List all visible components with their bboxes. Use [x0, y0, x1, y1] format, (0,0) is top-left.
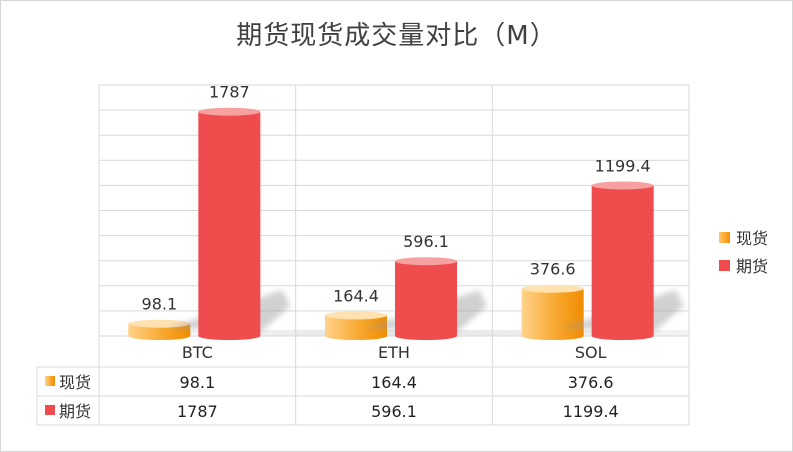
bar-base-cap [198, 332, 261, 340]
chart-title: 期货现货成交量对比（M） [236, 21, 557, 51]
legend-item-spot: 现货 [719, 223, 768, 251]
legend-swatch-futures [719, 259, 730, 271]
x-tick-label: SOL [575, 343, 607, 362]
data-label: 1787 [209, 83, 250, 102]
legend: 现货 期货 [719, 223, 768, 279]
bar-top-cap [591, 181, 654, 190]
legend-label-spot: 现货 [736, 229, 769, 248]
bar-top-cap [128, 319, 191, 328]
data-label: 98.1 [142, 295, 178, 314]
table-row-header: 现货 [59, 373, 91, 392]
table-cell: 596.1 [371, 402, 417, 421]
x-tick-label: ETH [378, 343, 410, 362]
data-label: 376.6 [530, 260, 576, 279]
bar-top-cap [325, 311, 387, 320]
data-label: 1199.4 [595, 156, 651, 175]
bar-base-cap [591, 332, 654, 340]
table-cell: 164.4 [371, 373, 417, 392]
bar-futures [198, 111, 261, 336]
table-cell: 98.1 [180, 373, 216, 392]
bar-spot [325, 315, 387, 336]
table-cell: 1787 [177, 402, 218, 421]
x-tick-label: BTC [182, 343, 213, 362]
bar-base-cap [521, 332, 584, 340]
bar-top-cap [198, 107, 261, 116]
bar-top-cap [521, 284, 584, 293]
table-cell: 376.6 [568, 373, 614, 392]
bar-base-cap [325, 332, 387, 340]
bar-futures [591, 185, 654, 336]
bar-top-cap [395, 257, 457, 266]
bar-base-cap [395, 332, 457, 340]
data-label: 596.1 [403, 232, 449, 251]
bar-futures [395, 261, 457, 336]
data-label: 164.4 [333, 286, 379, 305]
bar-spot [521, 288, 584, 336]
table-swatch-futures [45, 405, 55, 415]
legend-item-futures: 期货 [719, 251, 768, 279]
legend-label-futures: 期货 [736, 257, 769, 276]
bar-base-cap [128, 332, 191, 340]
legend-swatch-spot [719, 231, 730, 243]
table-swatch-spot [45, 376, 55, 386]
table-row-header: 期货 [59, 402, 91, 421]
table-cell: 1199.4 [563, 402, 619, 421]
